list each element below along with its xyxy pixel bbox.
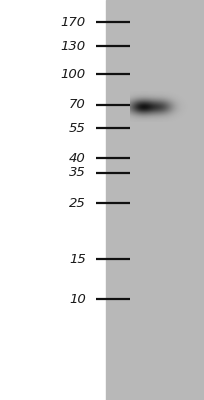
- Text: 170: 170: [61, 16, 86, 28]
- Text: 15: 15: [69, 253, 86, 266]
- Text: 100: 100: [61, 68, 86, 80]
- Text: 40: 40: [69, 152, 86, 164]
- Bar: [106, 0, 204, 400]
- Text: 130: 130: [61, 40, 86, 52]
- Text: 25: 25: [69, 197, 86, 210]
- Text: 55: 55: [69, 122, 86, 134]
- Text: 70: 70: [69, 98, 86, 111]
- Text: 10: 10: [69, 293, 86, 306]
- Text: 35: 35: [69, 166, 86, 179]
